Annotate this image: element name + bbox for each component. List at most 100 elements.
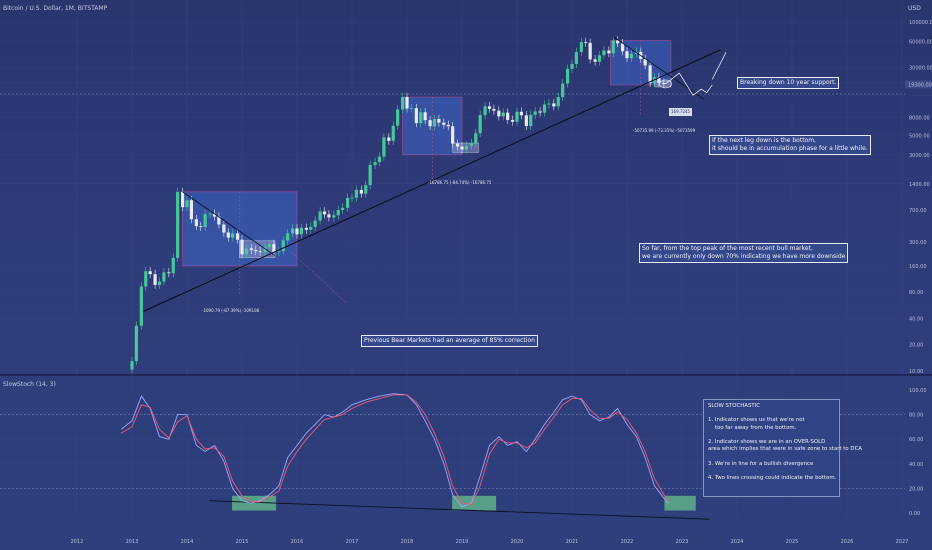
candle-body-0 [130,361,134,370]
candle-body-39 [309,226,313,230]
candle-body-21 [226,232,230,238]
candle-body-29 [263,247,267,253]
candle-body-46 [341,207,345,211]
stoch-tick-20: 20.00 [909,486,923,492]
candle-body-78 [487,106,492,109]
breaking-support-note: Breaking down 10 year support. [737,77,840,89]
candle-body-32 [277,251,281,253]
candle-body-113 [648,65,652,84]
current-price-tag [905,80,932,89]
candle-body-94 [561,83,565,98]
candle-body-25 [244,248,248,255]
candle-body-66 [432,119,437,127]
range-label-2018: -16786.75 (-84.74%) -16786.75 [428,180,492,185]
next-leg-note: If the next leg down is the bottom, it s… [709,135,871,155]
x-tick-2018: 2018 [401,539,414,545]
indicator-title: SlowStoch (14, 3) [3,381,56,388]
candle-body-45 [336,210,340,216]
candle-body-80 [497,110,501,117]
downtrend-2014 [182,191,276,256]
candle-body-26 [249,248,253,250]
time-axis: 2012 2013 2014 2015 2016 2017 2018 2019 2020 2021… [71,539,909,545]
candle-body-116 [662,82,666,85]
projection-arrow [711,52,727,80]
oversold-zone-2 [664,495,696,511]
x-tick-2025: 2025 [786,539,799,545]
candle-body-35 [291,228,295,234]
candle-body-84 [515,111,519,122]
candle-body-38 [304,227,308,230]
candle-body-22 [231,233,235,238]
y-tick-60000.00: 60000.00 [909,39,932,45]
candle-body-82 [506,112,510,120]
y-tick-3000.00: 3000.00 [909,153,930,159]
x-tick-2021: 2021 [566,539,579,545]
x-tick-2014: 2014 [181,539,194,545]
candle-body-30 [267,244,272,248]
candle-body-20 [222,224,226,233]
x-tick-2027: 2027 [896,539,909,545]
stoch-tick-80: 80.00 [909,413,923,419]
candle-body-33 [281,240,285,252]
y-tick-1400.00: 1400.00 [909,182,930,188]
candle-body-106 [616,40,620,44]
candle-body-19 [217,216,221,225]
candle-body-3 [144,271,148,287]
x-tick-2022: 2022 [621,539,634,545]
candle-body-65 [428,120,432,127]
candle-body-95 [566,68,570,84]
candle-body-16 [203,214,207,228]
candle-body-37 [299,227,303,235]
stochastic-note: SLOW STOCHASTIC 1. Indicator shows us th… [708,403,863,482]
candle-body-1 [134,325,138,362]
x-tick-2026: 2026 [841,539,854,545]
candle-body-107 [621,43,625,52]
candle-body-27 [254,249,258,252]
price-candles [130,36,666,374]
candle-body-9 [171,257,175,274]
current-price-value: 19300.00 [908,82,932,88]
candle-body-62 [414,108,418,124]
candle-body-109 [629,53,633,59]
y-tick-80.00: 80.00 [909,290,923,296]
candle-body-68 [442,122,446,125]
candle-body-103 [602,50,606,56]
stoch-tick-40: 40.00 [909,462,923,468]
candle-body-98 [579,42,583,53]
candle-body-59 [401,97,405,110]
candle-body-77 [483,106,487,116]
from-peak-note: So far, from the top peak of the most re… [639,243,849,263]
candle-body-55 [382,137,386,157]
support-trendline [142,49,721,313]
projection-path [665,72,713,96]
y-tick-300.00: 300.00 [909,240,927,246]
candle-body-96 [570,63,574,69]
candle-body-6 [157,281,162,285]
candle-body-13 [189,200,193,220]
candle-body-53 [373,162,377,165]
candle-body-18 [212,213,217,217]
candle-body-57 [391,125,395,141]
bear-market-boxes [182,40,672,296]
stoch-tick-0: 0.00 [909,511,920,517]
candle-body-42 [322,211,327,215]
candle-body-50 [359,189,363,194]
candle-body-31 [272,244,276,253]
candle-body-64 [423,112,427,121]
candle-body-52 [368,164,372,186]
candle-body-24 [240,239,244,255]
candle-body-67 [437,119,441,123]
candle-body-102 [597,55,602,62]
candle-body-93 [556,97,560,107]
x-tick-2020: 2020 [511,539,524,545]
y-tick-700.00: 700.00 [909,208,927,214]
candle-body-69 [446,124,450,127]
x-tick-2015: 2015 [236,539,249,545]
y-tick-10.00: 10.00 [909,369,923,375]
candle-body-36 [295,228,299,235]
y-tick-5000.00: 5000.00 [909,134,930,140]
candle-body-73 [464,145,468,150]
candle-body-70 [451,126,455,144]
